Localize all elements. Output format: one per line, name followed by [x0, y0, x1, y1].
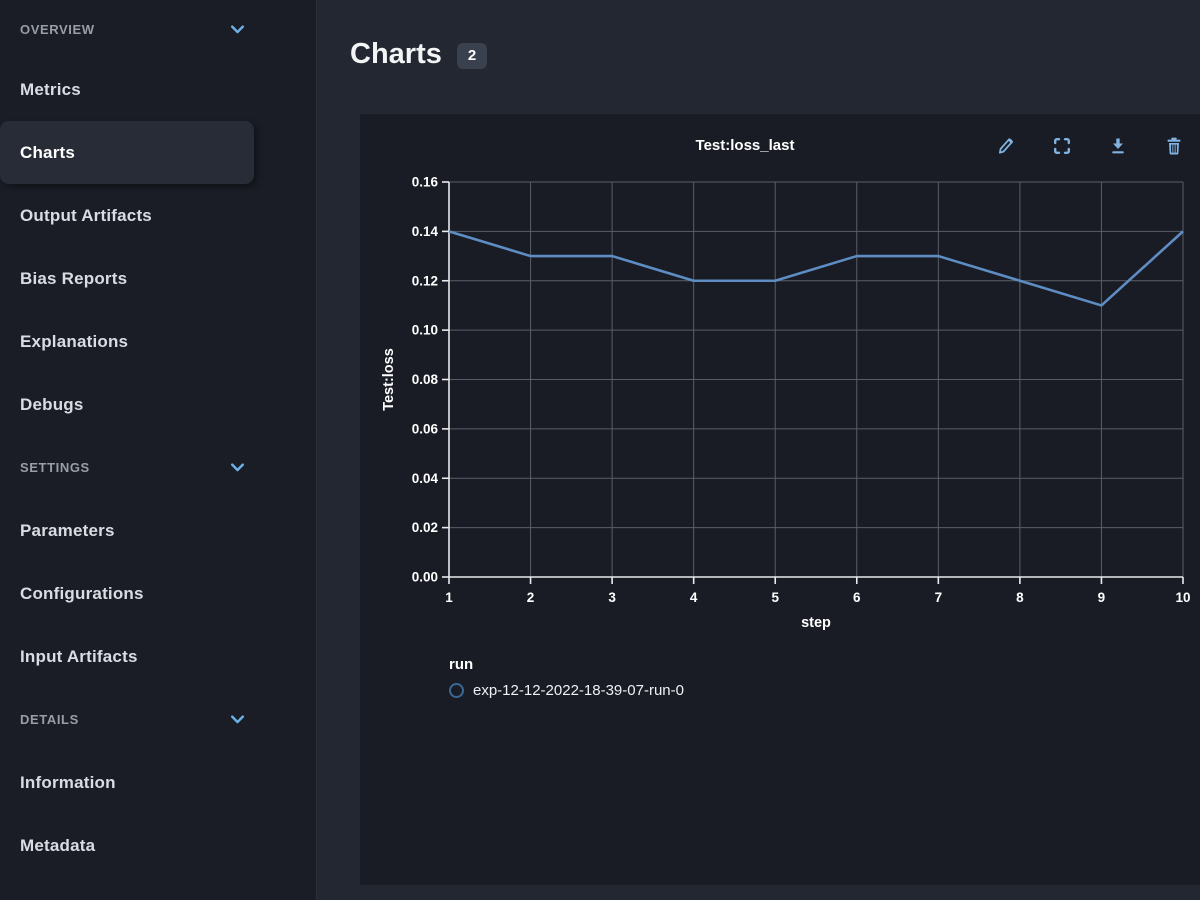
svg-text:0.16: 0.16	[412, 175, 439, 190]
sidebar-label: Information	[20, 772, 116, 792]
svg-text:0.00: 0.00	[412, 570, 438, 585]
svg-text:0.04: 0.04	[412, 471, 439, 486]
sidebar-item-input-artifacts[interactable]: Input Artifacts	[0, 625, 316, 688]
legend-item[interactable]: exp-12-12-2022-18-39-07-run-0	[449, 682, 684, 699]
sidebar-label: Input Artifacts	[20, 646, 138, 666]
chevron-down-icon[interactable]	[229, 459, 246, 476]
download-chart-button[interactable]	[1107, 135, 1129, 157]
chart-card-header: Test:loss_last	[360, 114, 1200, 162]
sidebar-label: Explanations	[20, 331, 129, 351]
svg-text:0.14: 0.14	[412, 224, 439, 239]
svg-text:7: 7	[935, 590, 943, 605]
chart-legend: run exp-12-12-2022-18-39-07-run-0	[449, 656, 684, 699]
sidebar-item-explanations[interactable]: Explanations	[0, 310, 316, 373]
sidebar-item-debugs[interactable]: Debugs	[0, 373, 316, 436]
delete-chart-button[interactable]	[1163, 135, 1185, 157]
svg-text:0.06: 0.06	[412, 421, 439, 436]
sidebar-label: Metadata	[20, 835, 96, 855]
sidebar-label: Bias Reports	[20, 268, 128, 288]
sidebar-section-details[interactable]: DETAILS	[0, 688, 316, 751]
sidebar-label: Output Artifacts	[20, 205, 152, 225]
svg-text:6: 6	[853, 590, 861, 605]
sidebar-item-metrics[interactable]: Metrics	[0, 58, 316, 121]
svg-text:8: 8	[1016, 590, 1024, 605]
svg-text:0.10: 0.10	[412, 323, 438, 338]
sidebar-label: Charts	[20, 142, 76, 162]
sidebar-item-bias-reports[interactable]: Bias Reports	[0, 247, 316, 310]
download-icon	[1112, 138, 1124, 153]
sidebar-label: Metrics	[20, 79, 81, 99]
loss-line-chart[interactable]: 0.00 0.02 0.04 0.06 0.08 0.10 0.12 0.14 0.16 1 2 3 4…	[360, 169, 1200, 639]
sidebar-nav: OVERVIEW Metrics Charts Output Artifacts Bi…	[0, 0, 317, 900]
sidebar-label: OVERVIEW	[20, 21, 95, 37]
svg-text:0.08: 0.08	[412, 372, 439, 387]
sidebar-item-metadata[interactable]: Metadata	[0, 814, 316, 877]
svg-text:2: 2	[527, 590, 535, 605]
chevron-down-icon[interactable]	[229, 21, 246, 38]
legend-swatch	[449, 683, 464, 698]
sidebar-item-information[interactable]: Information	[0, 751, 316, 814]
main-content: Charts 2 Test:loss_last	[318, 0, 1200, 885]
svg-text:step: step	[801, 615, 831, 631]
page-title: Charts	[350, 37, 442, 70]
legend-label: exp-12-12-2022-18-39-07-run-0	[473, 682, 684, 699]
chevron-down-icon[interactable]	[229, 711, 246, 728]
charts-count-badge: 2	[456, 43, 488, 69]
svg-text:0.12: 0.12	[412, 273, 438, 288]
trash-icon	[1167, 137, 1181, 154]
sidebar-item-parameters[interactable]: Parameters	[0, 499, 316, 562]
page-head: Charts 2	[350, 30, 1200, 78]
svg-text:1: 1	[445, 590, 453, 605]
chart-card: Test:loss_last	[360, 114, 1200, 885]
svg-text:Test:loss: Test:loss	[381, 348, 397, 411]
legend-items: exp-12-12-2022-18-39-07-run-0	[449, 682, 684, 699]
chart-title: Test:loss_last	[695, 137, 795, 154]
chart-toolbar	[995, 135, 1185, 157]
svg-text:9: 9	[1098, 590, 1106, 605]
svg-text:5: 5	[771, 590, 779, 605]
legend-title: run	[449, 656, 474, 673]
sidebar-label: DETAILS	[20, 712, 79, 727]
sidebar-item-output-artifacts[interactable]: Output Artifacts	[0, 184, 316, 247]
edit-chart-button[interactable]	[995, 135, 1017, 157]
svg-text:4: 4	[690, 590, 698, 605]
sidebar-section-settings[interactable]: SETTINGS	[0, 436, 316, 499]
pencil-icon	[999, 137, 1013, 154]
sidebar-label: Parameters	[20, 520, 115, 540]
sidebar-label: SETTINGS	[20, 460, 90, 475]
sidebar-label: Configurations	[20, 583, 144, 603]
sidebar-section-overview[interactable]: OVERVIEW	[0, 0, 316, 58]
fullscreen-chart-button[interactable]	[1051, 135, 1073, 157]
svg-text:10: 10	[1175, 590, 1190, 605]
svg-text:3: 3	[608, 590, 616, 605]
sidebar-label: Debugs	[20, 394, 84, 414]
sidebar-item-configurations[interactable]: Configurations	[0, 562, 316, 625]
fullscreen-icon	[1054, 137, 1070, 154]
sidebar-item-charts[interactable]: Charts	[0, 121, 254, 184]
svg-text:0.02: 0.02	[412, 520, 438, 535]
